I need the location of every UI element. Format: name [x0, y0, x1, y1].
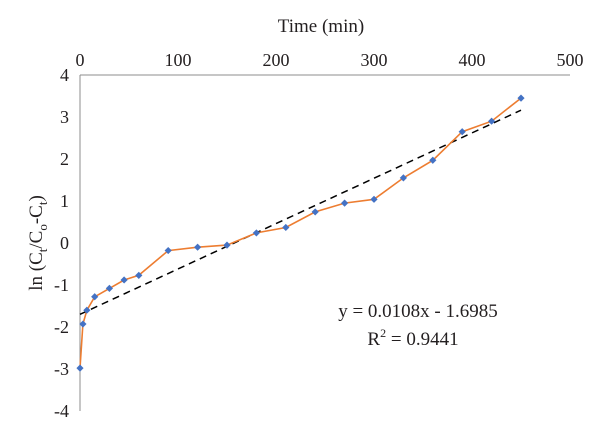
x-tick-label: 100	[165, 50, 192, 70]
data-point	[399, 174, 407, 182]
y-tick-label: -1	[54, 275, 69, 295]
trendline	[79, 109, 522, 316]
x-tick-label: 300	[361, 50, 388, 70]
data-markers	[76, 94, 525, 372]
data-point	[194, 243, 202, 251]
y-title-text: ln (C	[26, 252, 47, 291]
r-squared-sup: 2	[380, 326, 386, 340]
data-point	[164, 246, 172, 255]
data-point	[91, 293, 99, 301]
y-title-text: /C	[26, 231, 47, 249]
data-point	[458, 128, 466, 136]
y-title-text: -C	[26, 205, 47, 224]
y-tick-label: -2	[54, 317, 69, 337]
data-point	[311, 208, 319, 216]
x-tick-label: 0	[76, 50, 85, 70]
y-tick-label: 3	[60, 107, 69, 127]
series-line	[79, 97, 522, 369]
data-point	[370, 195, 378, 203]
x-axis-title: Time (min)	[278, 16, 364, 37]
data-point	[76, 364, 84, 372]
x-tick-labels: 0 100 200 300 400 500	[76, 50, 584, 70]
y-tick-label: -3	[54, 359, 69, 379]
data-point	[282, 223, 290, 232]
y-tick-label: -4	[54, 401, 69, 421]
y-title-text: )	[26, 195, 47, 201]
y-title-subscript: t	[35, 248, 50, 252]
y-axis-title: ln (Ct/Co-Ct)	[26, 195, 50, 291]
data-point	[135, 271, 143, 279]
r-squared-value: = 0.9441	[386, 329, 458, 350]
r-squared-label: R2 = 0.9441	[367, 326, 458, 350]
data-point	[252, 229, 260, 237]
data-point	[488, 117, 496, 125]
x-tick-label: 500	[557, 50, 584, 70]
data-point	[517, 94, 525, 102]
data-point	[105, 284, 113, 292]
y-title-subscript: t	[35, 201, 50, 205]
y-tick-label: 1	[60, 191, 69, 211]
plot-area: 0 100 200 300 400 500 4 3 2 1 0 -1 -2 -3 -4	[54, 50, 584, 421]
data-point	[341, 199, 349, 207]
y-title-subscript: o	[35, 224, 50, 231]
y-tick-label: 4	[60, 65, 69, 85]
x-tick-label: 200	[263, 50, 290, 70]
y-tick-label: 2	[60, 149, 69, 169]
data-point	[223, 241, 231, 249]
x-tick-label: 400	[459, 50, 486, 70]
data-point	[83, 306, 91, 314]
y-tick-labels: 4 3 2 1 0 -1 -2 -3 -4	[54, 65, 69, 421]
trendline-equation: y = 0.0108x - 1.6985	[338, 301, 498, 322]
r-squared-r: R	[367, 329, 380, 350]
y-tick-label: 0	[60, 233, 69, 253]
data-point	[79, 320, 87, 328]
data-point	[429, 156, 437, 164]
data-point	[120, 276, 128, 284]
